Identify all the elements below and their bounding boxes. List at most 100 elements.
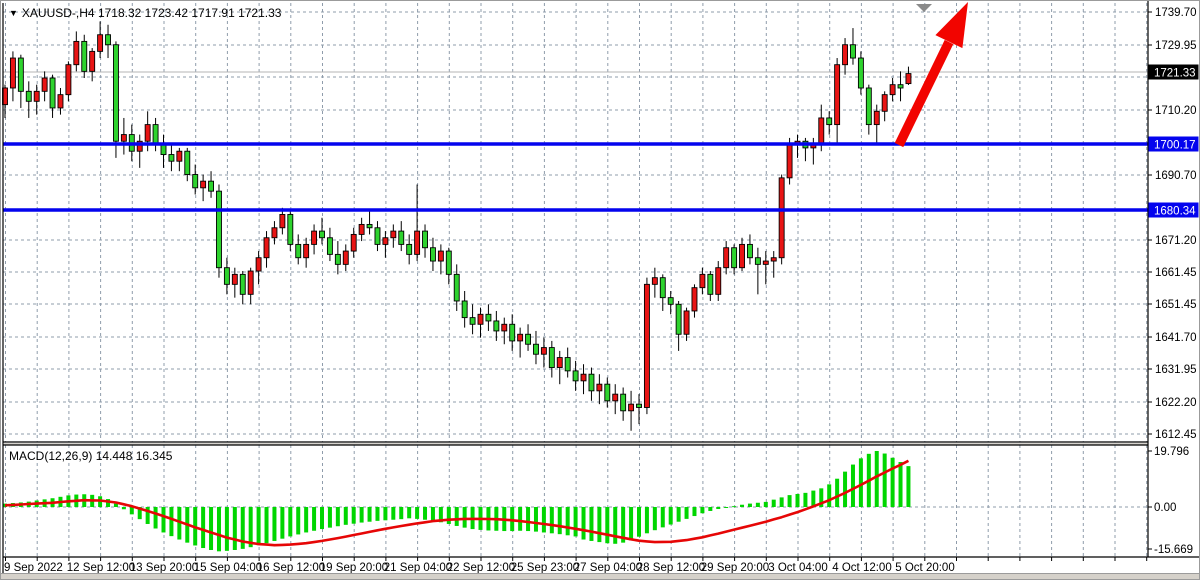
candlestick	[334, 241, 341, 275]
candlestick	[636, 394, 642, 425]
price-tag-1700.17: 1700.17	[1148, 136, 1199, 152]
candlestick	[176, 147, 183, 172]
candlestick	[533, 330, 539, 365]
candlestick	[430, 237, 436, 272]
candlestick	[881, 91, 888, 122]
candlestick	[247, 267, 254, 305]
candlestick	[739, 237, 745, 272]
object-anchor-marker-icon[interactable]	[916, 4, 932, 12]
candlestick	[9, 51, 16, 102]
candlestick	[509, 314, 516, 351]
trend-arrow[interactable]	[894, 2, 968, 148]
macd-scale-label: 0.00	[1154, 502, 1176, 514]
candlestick	[453, 264, 460, 311]
candlestick	[73, 31, 80, 72]
candlestick	[731, 244, 738, 275]
macd-signal-line	[4, 459, 910, 547]
status-strip	[1, 574, 1199, 579]
candles-layer	[2, 21, 912, 431]
time-axis-label: 27 Sep 04:00	[574, 562, 642, 574]
candlestick	[184, 147, 191, 182]
candlestick	[580, 364, 587, 395]
candlestick	[89, 48, 96, 82]
time-axis-label: 28 Sep 12:00	[637, 562, 705, 574]
candlestick	[485, 304, 492, 331]
candlestick	[390, 224, 397, 248]
time-axis-label: 12 Sep 12:00	[67, 562, 135, 574]
price-scale-label: 1690.70	[1155, 170, 1197, 182]
candlestick	[216, 184, 222, 278]
candlestick	[41, 71, 48, 102]
candlestick	[326, 227, 333, 262]
candlestick	[691, 284, 698, 318]
price-scale-label: 1671.20	[1155, 235, 1197, 247]
candlestick	[255, 251, 262, 285]
grid-layer	[3, 3, 1148, 557]
price-scale-label: 1631.95	[1155, 364, 1197, 376]
candlestick	[556, 350, 563, 385]
time-axis-label: 19 Sep 20:00	[320, 562, 388, 574]
candlestick	[683, 307, 690, 341]
candlestick	[762, 251, 769, 285]
candlestick	[707, 271, 714, 301]
candlestick	[770, 251, 777, 278]
candlestick	[501, 317, 508, 345]
candlestick	[754, 247, 761, 295]
candlestick	[857, 51, 864, 95]
time-axis-label: 4 Oct 12:00	[832, 562, 891, 574]
candlestick	[319, 217, 325, 245]
candlestick	[49, 74, 56, 118]
candlestick	[271, 221, 278, 245]
svg-text:1721.33: 1721.33	[1154, 68, 1196, 80]
candlestick	[168, 144, 175, 172]
candlestick	[651, 267, 658, 298]
macd-scale-label: -15.669	[1154, 544, 1193, 556]
candlestick	[889, 78, 896, 102]
price-scale-label: 1661.45	[1155, 267, 1197, 279]
candlestick	[136, 134, 143, 168]
candlestick	[826, 111, 833, 135]
candlestick	[699, 267, 706, 295]
candlestick	[540, 337, 547, 368]
candlestick	[588, 367, 595, 401]
candlestick	[200, 174, 207, 202]
candlestick	[303, 237, 310, 268]
price-scale-label: 1739.70	[1155, 7, 1197, 19]
candlestick	[445, 247, 452, 285]
candlestick	[675, 300, 682, 351]
candlestick	[525, 324, 531, 351]
candlestick	[239, 271, 246, 305]
candlestick	[461, 290, 468, 328]
price-scale-label: 1612.45	[1155, 429, 1197, 441]
candlestick	[287, 211, 294, 252]
time-axis-label: 22 Sep 12:00	[447, 562, 515, 574]
macd-scale[interactable]: 19.796 0.00 -15.669	[1148, 446, 1193, 556]
candlestick	[33, 84, 40, 115]
candlestick	[643, 277, 650, 415]
candlestick	[897, 71, 904, 102]
candlestick	[596, 374, 603, 405]
candlestick	[295, 234, 302, 265]
candlestick	[604, 377, 611, 408]
price-scale-label: 1710.20	[1155, 105, 1197, 117]
candlestick	[231, 267, 238, 298]
candlestick	[723, 241, 730, 275]
candlestick	[112, 41, 119, 158]
price-scale[interactable]: 1739.70 1729.95 1710.20 1690.70 1671.20 1661.…	[1148, 7, 1199, 441]
candlestick	[105, 24, 111, 59]
candlestick	[667, 290, 674, 315]
time-axis-label: 3 Oct 04:00	[768, 562, 827, 574]
candlestick	[477, 307, 484, 338]
price-scale-label: 1651.45	[1155, 299, 1197, 311]
price-scale-label: 1622.20	[1155, 397, 1197, 409]
time-axis-label: 15 Sep 04:00	[194, 562, 262, 574]
candlestick	[25, 81, 32, 118]
candlestick	[81, 34, 88, 79]
candlestick	[263, 231, 270, 268]
candlestick	[192, 164, 199, 195]
candlestick	[311, 224, 318, 255]
